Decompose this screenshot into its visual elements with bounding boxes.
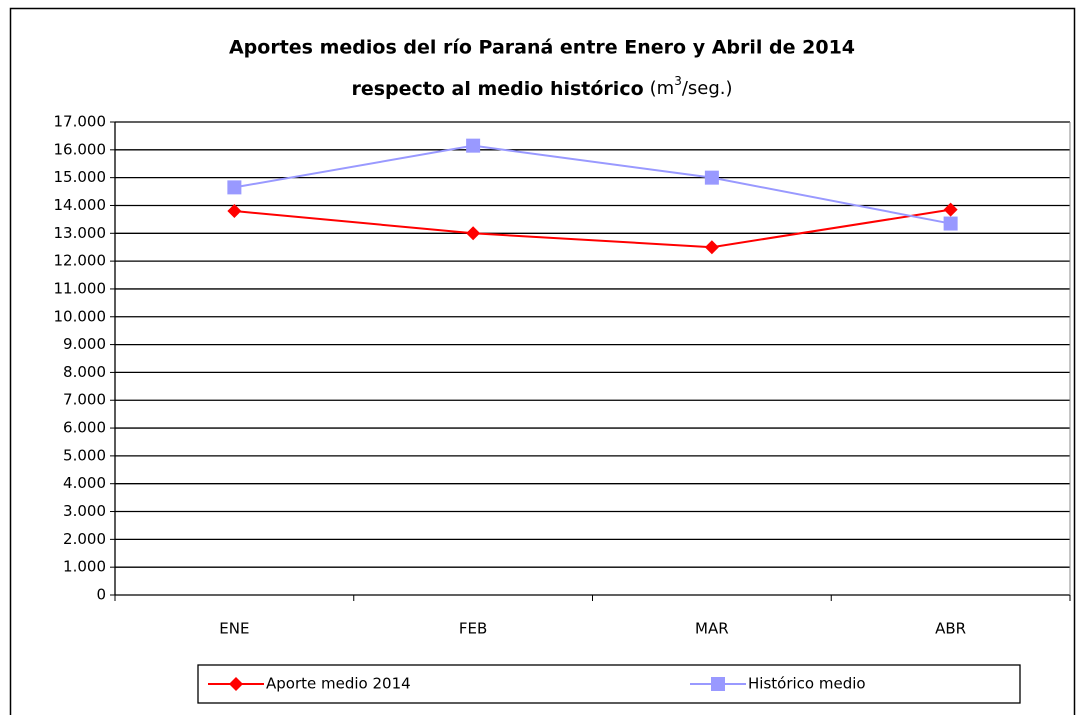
chart-border [9, 7, 1076, 719]
point [943, 216, 958, 231]
unit: (m [650, 78, 675, 99]
chart-subtitle: respecto al medio histórico [351, 78, 643, 100]
chart-title: Aportes medios del río Paraná entre Ener… [229, 37, 855, 59]
y-tick-label: 16.000 [54, 140, 107, 158]
point [943, 202, 958, 217]
x-tick-label: FEB [459, 620, 487, 638]
x-tick-label: ENE [219, 620, 249, 638]
legend-marker [711, 677, 725, 691]
legend-label: Histórico medio [748, 675, 866, 693]
y-tick-label: 12.000 [54, 252, 107, 270]
y-tick-label: 1.000 [63, 558, 106, 576]
x-tick-label: ABR [935, 620, 966, 638]
y-tick-label: 17.000 [54, 113, 107, 131]
y-tick-label: 5.000 [63, 446, 106, 464]
y-tick-label: 6.000 [63, 419, 106, 437]
y-tick-label: 13.000 [54, 224, 107, 242]
point [704, 170, 719, 185]
point [466, 226, 481, 241]
y-tick-label: 2.000 [63, 530, 106, 548]
y-tick-label: 3.000 [63, 502, 106, 520]
y-tick-label: 4.000 [63, 474, 106, 492]
unit: /seg.) [682, 78, 733, 99]
point [704, 240, 719, 255]
series-line [234, 144, 951, 225]
legend-box [197, 664, 1021, 704]
y-tick-label: 10.000 [54, 307, 107, 325]
point [466, 138, 481, 153]
y-tick-label: 8.000 [63, 363, 106, 381]
y-tick-label: 11.000 [54, 279, 107, 297]
legend-marker [229, 677, 243, 691]
x-tick-label: MAR [695, 620, 729, 638]
y-tick-label: 9.000 [63, 335, 106, 353]
y-tick-label: 15.000 [54, 168, 107, 186]
series-line [234, 208, 951, 249]
chart-subtitle-line: respecto al medio histórico (m3/seg.) [351, 74, 732, 100]
y-tick-label: 14.000 [54, 196, 107, 214]
y-tick-label: 0 [96, 586, 106, 604]
point [227, 204, 242, 219]
point [227, 180, 242, 195]
y-tick-label: 7.000 [63, 391, 106, 409]
legend-label: Aporte medio 2014 [266, 675, 411, 693]
unit-sup: 3 [674, 74, 682, 88]
